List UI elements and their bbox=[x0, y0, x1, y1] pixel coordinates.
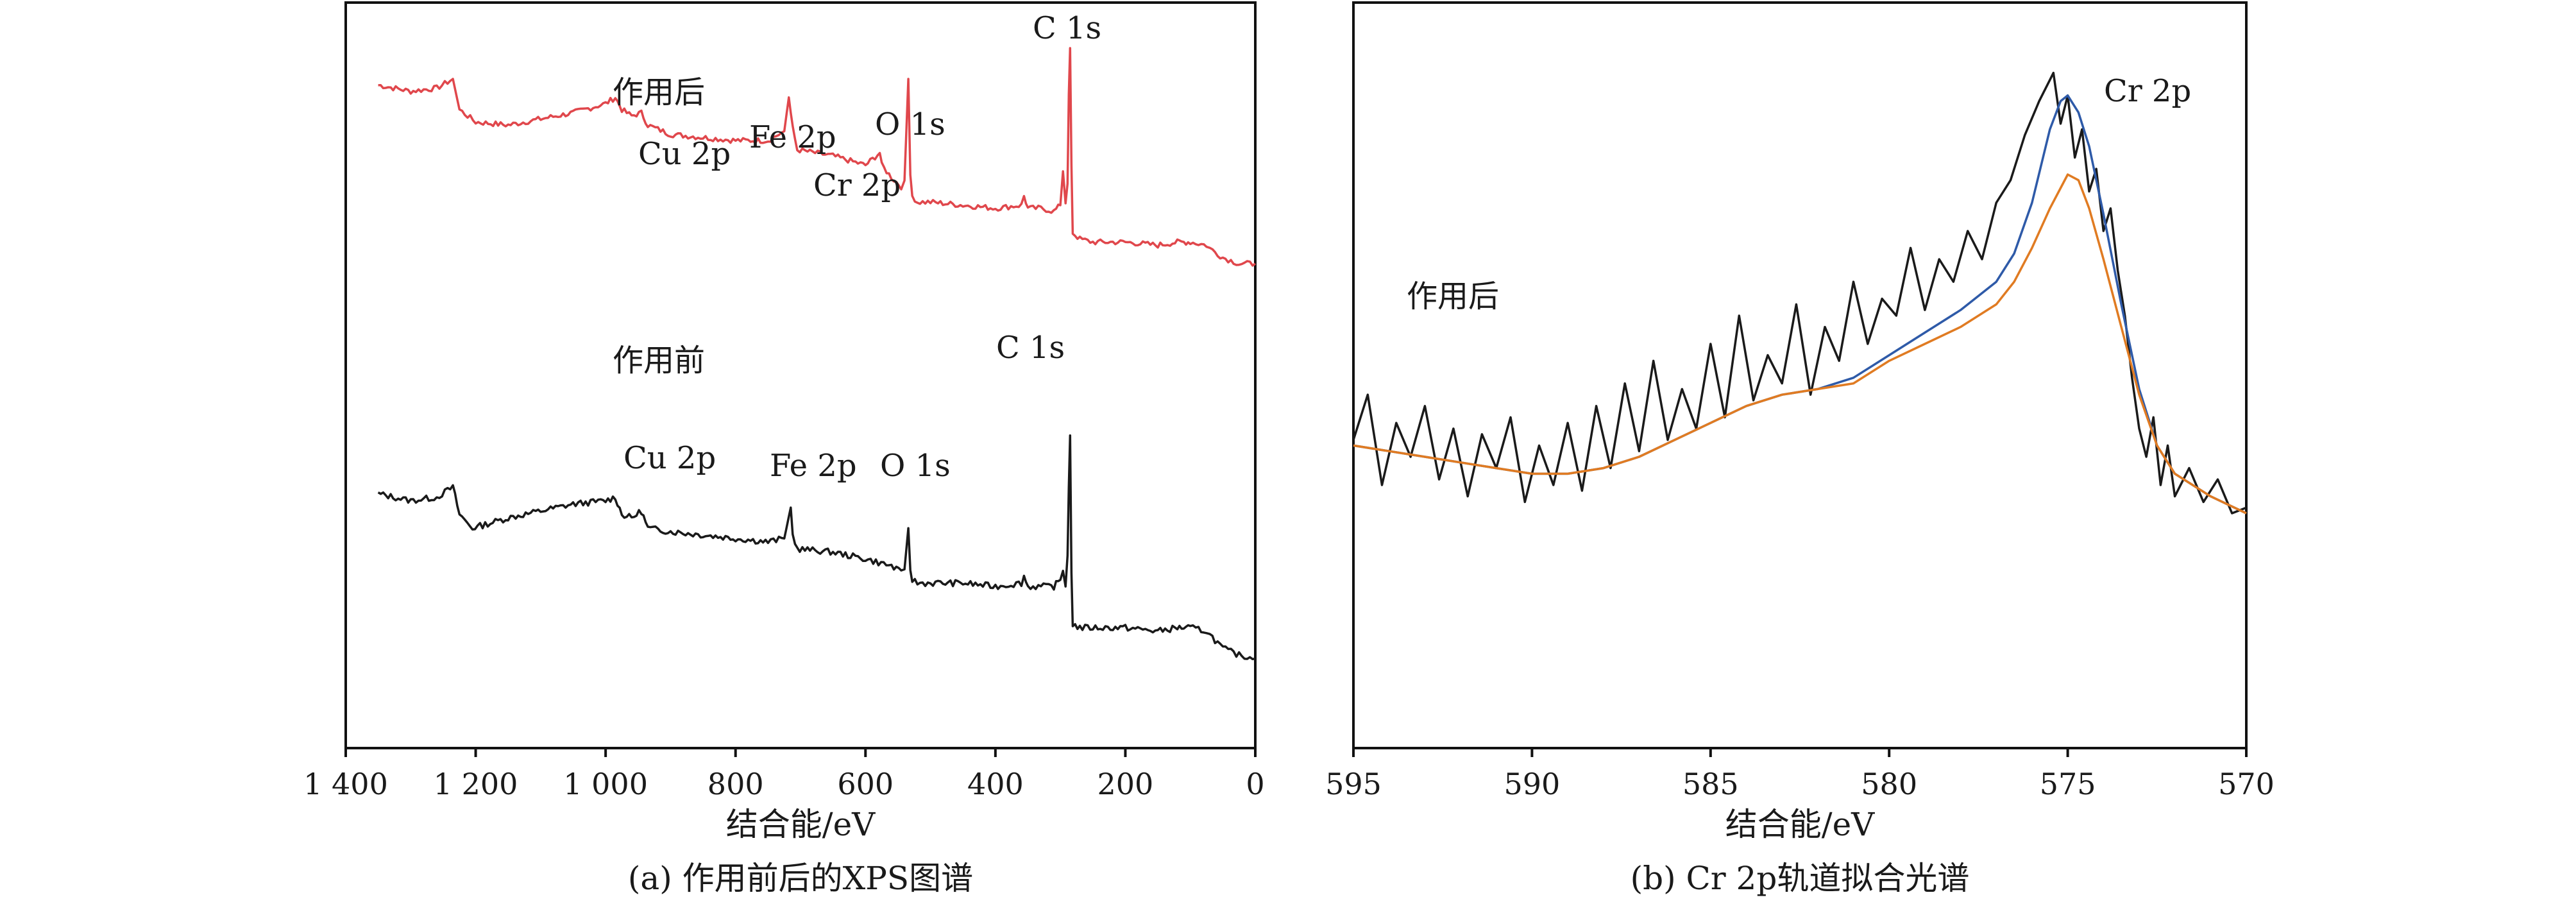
panel-a-series-before bbox=[377, 434, 1256, 661]
panel-b-x-tick-label: 570 bbox=[2218, 767, 2275, 801]
panel-a-x-tick-label: 0 bbox=[1246, 767, 1264, 801]
panel-b-cr2p-fit: 595 590 585 580 575 570 作用后 Cr 2p 结合能/eV (b) … bbox=[1325, 1, 2275, 897]
panel-a-x-tick-label: 800 bbox=[708, 767, 764, 801]
panel-b-x-tick-label: 580 bbox=[1861, 767, 1917, 801]
panel-a-x-tick-label: 1 000 bbox=[563, 767, 648, 801]
panel-b-traces bbox=[1352, 71, 2247, 515]
panel-b-state-label: 作用后 bbox=[1407, 278, 1499, 314]
panel-a-before-label: 作用前 bbox=[613, 343, 705, 379]
panel-a-before-peak-label: O 1s bbox=[880, 448, 951, 484]
panel-b-x-tick-label: 575 bbox=[2040, 767, 2096, 801]
panel-a-caption: (a) 作用前后的XPS图谱 bbox=[628, 860, 973, 897]
panel-a-x-ticks: 1 400 1 200 1 000 800 600 400 200 0 bbox=[303, 748, 1265, 801]
panel-a-after-peak-label: Cu 2p bbox=[638, 136, 731, 172]
panel-a-plot-frame bbox=[344, 1, 1257, 749]
panel-a-after-peak-label: Fe 2p bbox=[749, 119, 836, 155]
panel-a-before-peak-label: Cu 2p bbox=[623, 440, 716, 476]
panel-a-before-peak-label: C 1s bbox=[996, 330, 1065, 366]
panel-a-series-after bbox=[378, 47, 1256, 267]
panel-a-x-tick-label: 1 200 bbox=[434, 767, 518, 801]
panel-a-x-tick-label: 1 400 bbox=[303, 767, 388, 801]
panel-a-before-peak-label: Fe 2p bbox=[770, 448, 857, 484]
panel-a-after-peak-label: C 1s bbox=[1033, 10, 1101, 46]
panel-b-x-tick-label: 595 bbox=[1325, 767, 1382, 801]
panel-a-x-tick-label: 200 bbox=[1097, 767, 1154, 801]
panel-a-after-peak-label: Cr 2p bbox=[813, 167, 901, 203]
panel-b-peak-label: Cr 2p bbox=[2104, 73, 2191, 109]
panel-b-x-ticks: 595 590 585 580 575 570 bbox=[1325, 748, 2275, 801]
panel-b-caption: (b) Cr 2p轨道拟合光谱 bbox=[1631, 860, 1970, 897]
panel-a-x-tick-label: 400 bbox=[967, 767, 1024, 801]
panel-a-traces bbox=[377, 47, 1256, 661]
panel-a-after-label: 作用后 bbox=[613, 74, 705, 110]
panel-b-series-fit-component bbox=[1353, 173, 2247, 515]
panel-b-x-tick-label: 585 bbox=[1682, 767, 1739, 801]
panel-a-after-peak-label: O 1s bbox=[875, 107, 945, 142]
panel-a-x-axis-title: 结合能/eV bbox=[726, 806, 876, 843]
panel-b-plot-frame bbox=[1352, 1, 2248, 749]
panel-b-x-axis-title: 结合能/eV bbox=[1725, 806, 1875, 843]
panel-a-x-tick-label: 600 bbox=[837, 767, 894, 801]
panel-b-x-tick-label: 590 bbox=[1504, 767, 1560, 801]
